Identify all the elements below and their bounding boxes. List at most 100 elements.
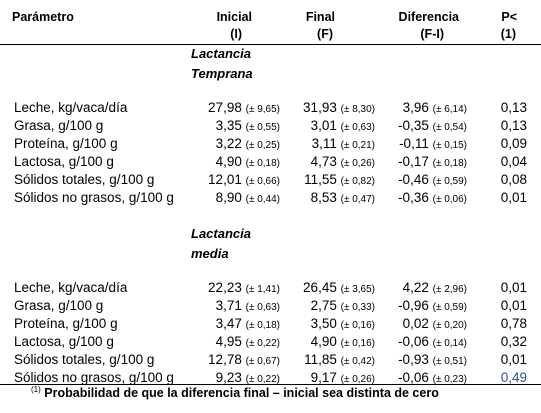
- header-divider: [0, 44, 541, 45]
- table-row: Grasa, g/100 g 3,71 (± 0,63) 2,75 (± 0,33)…: [0, 298, 541, 317]
- inicial-value: 12,78: [208, 352, 242, 367]
- diferencia-value: -0,93: [398, 352, 429, 367]
- final-sd: (± 0,26): [340, 374, 375, 385]
- param-cell: Leche, kg/vaca/día: [14, 100, 128, 115]
- param-cell: Proteína, g/100 g: [14, 316, 118, 331]
- final-cell: 4,73 (± 0,26): [311, 154, 375, 169]
- inicial-cell: 8,90 (± 0,44): [216, 190, 280, 205]
- inicial-cell: 4,95 (± 0,22): [216, 334, 280, 349]
- final-value: 3,50: [310, 316, 337, 331]
- section-title-line1: Lactancia: [191, 226, 251, 241]
- final-value: 11,85: [304, 352, 337, 367]
- p-cell: 0,09: [500, 136, 527, 151]
- diferencia-sd: (± 0,51): [432, 356, 467, 367]
- final-cell: 9,17 (± 0,26): [311, 370, 375, 385]
- footer-divider: [0, 384, 541, 385]
- p-cell: 0,08: [500, 172, 527, 187]
- inicial-value: 3,35: [215, 118, 242, 133]
- param-cell: Lactosa, g/100 g: [14, 154, 114, 169]
- inicial-sd: (± 0,18): [245, 158, 280, 169]
- table-row: Leche, kg/vaca/día 27,98 (± 9,65) 31,93 (±…: [0, 100, 541, 119]
- diferencia-sd: (± 0,15): [432, 140, 467, 151]
- diferencia-sd: (± 0,59): [432, 176, 467, 187]
- inicial-value: 3,22: [215, 136, 242, 151]
- diferencia-value: -0,35: [398, 118, 429, 133]
- inicial-value: 3,47: [215, 316, 242, 331]
- section-title: Lactancia media: [191, 224, 251, 264]
- diferencia-sd: (± 2,96): [432, 284, 467, 295]
- final-cell: 3,01 (± 0,63): [311, 118, 375, 133]
- diferencia-sd: (± 0,20): [432, 320, 467, 331]
- inicial-cell: 12,01 (± 0,66): [208, 172, 280, 187]
- param-cell: Sólidos totales, g/100 g: [14, 352, 155, 367]
- p-cell: 0,01: [500, 280, 527, 295]
- header-inicial: Inicial: [216, 10, 252, 24]
- inicial-cell: 9,23 (± 0,22): [216, 370, 280, 385]
- inicial-cell: 22,23 (± 1,41): [208, 280, 280, 295]
- section-title-line1: Lactancia: [191, 46, 251, 61]
- inicial-cell: 3,47 (± 0,18): [216, 316, 280, 331]
- inicial-sd: (± 0,67): [245, 356, 280, 367]
- final-sd: (± 0,26): [340, 158, 375, 169]
- table-row: Sólidos no grasos, g/100 g 8,90 (± 0,44) 8…: [0, 190, 541, 209]
- param-cell: Leche, kg/vaca/día: [14, 280, 128, 295]
- inicial-sd: (± 0,55): [245, 122, 280, 133]
- param-cell: Proteína, g/100 g: [14, 136, 118, 151]
- diferencia-cell: -0,11 (± 0,15): [399, 136, 467, 151]
- header-diferencia: Diferencia: [398, 10, 459, 24]
- param-cell: Sólidos no grasos, g/100 g: [14, 190, 174, 205]
- final-value: 4,73: [310, 154, 337, 169]
- final-value: 4,90: [310, 334, 337, 349]
- param-cell: Sólidos totales, g/100 g: [14, 172, 155, 187]
- diferencia-cell: -0,36 (± 0,06): [398, 190, 467, 205]
- table-row: Lactosa, g/100 g 4,90 (± 0,18) 4,73 (± 0,2…: [0, 154, 541, 173]
- final-value: 8,53: [310, 190, 337, 205]
- diferencia-cell: -0,06 (± 0,23): [398, 370, 467, 385]
- final-sd: (± 3,65): [340, 284, 375, 295]
- table-row: Proteína, g/100 g 3,22 (± 0,25) 3,11 (± 0,…: [0, 136, 541, 155]
- final-sd: (± 0,16): [340, 338, 375, 349]
- final-cell: 31,93 (± 8,30): [303, 100, 375, 115]
- section-title: Lactancia Temprana: [191, 44, 253, 84]
- p-cell: 0,78: [500, 316, 527, 331]
- diferencia-value: 3,96: [402, 100, 429, 115]
- diferencia-value: -0,46: [398, 172, 429, 187]
- table-row: Lactosa, g/100 g 4,95 (± 0,22) 4,90 (± 0,1…: [0, 334, 541, 353]
- final-value: 3,01: [310, 118, 337, 133]
- inicial-sd: (± 0,44): [245, 194, 280, 205]
- diferencia-value: -0,17: [398, 154, 429, 169]
- inicial-cell: 3,22 (± 0,25): [216, 136, 280, 151]
- final-value: 9,17: [310, 370, 337, 385]
- table-row: Sólidos totales, g/100 g 12,78 (± 0,67) 11…: [0, 352, 541, 371]
- final-sd: (± 0,16): [340, 320, 375, 331]
- final-value: 31,93: [303, 100, 337, 115]
- inicial-cell: 3,35 (± 0,55): [216, 118, 280, 133]
- final-value: 26,45: [303, 280, 337, 295]
- final-sd: (± 0,63): [340, 122, 375, 133]
- diferencia-cell: -0,17 (± 0,18): [398, 154, 467, 169]
- diferencia-cell: -0,96 (± 0,59): [398, 298, 467, 313]
- diferencia-sd: (± 0,14): [432, 338, 467, 349]
- footnote-mark: (1): [31, 385, 41, 394]
- final-value: 3,11: [311, 136, 337, 151]
- param-cell: Sólidos no grasos, g/100 g: [14, 370, 174, 385]
- final-cell: 2,75 (± 0,33): [311, 298, 375, 313]
- inicial-sd: (± 0,63): [245, 302, 280, 313]
- table-row: Leche, kg/vaca/día 22,23 (± 1,41) 26,45 (±…: [0, 280, 541, 299]
- inicial-value: 3,71: [215, 298, 242, 313]
- inicial-value: 12,01: [208, 172, 242, 187]
- inicial-sd: (± 0,22): [245, 374, 280, 385]
- p-cell: 0,04: [500, 154, 527, 169]
- diferencia-value: -0,36: [398, 190, 429, 205]
- diferencia-cell: -0,46 (± 0,59): [398, 172, 467, 187]
- header-diferencia-sub: (F-I): [420, 27, 444, 41]
- diferencia-value: -0,96: [398, 298, 429, 313]
- p-cell: 0,01: [500, 190, 527, 205]
- p-cell: 0,01: [500, 352, 527, 367]
- inicial-sd: (± 1,41): [245, 284, 280, 295]
- section-title-line2: media: [191, 246, 229, 261]
- table-row: Sólidos totales, g/100 g 12,01 (± 0,66) 11…: [0, 172, 541, 191]
- diferencia-cell: 4,22 (± 2,96): [403, 280, 467, 295]
- final-sd: (± 0,82): [340, 176, 375, 187]
- header-final-sub: (F): [317, 27, 333, 41]
